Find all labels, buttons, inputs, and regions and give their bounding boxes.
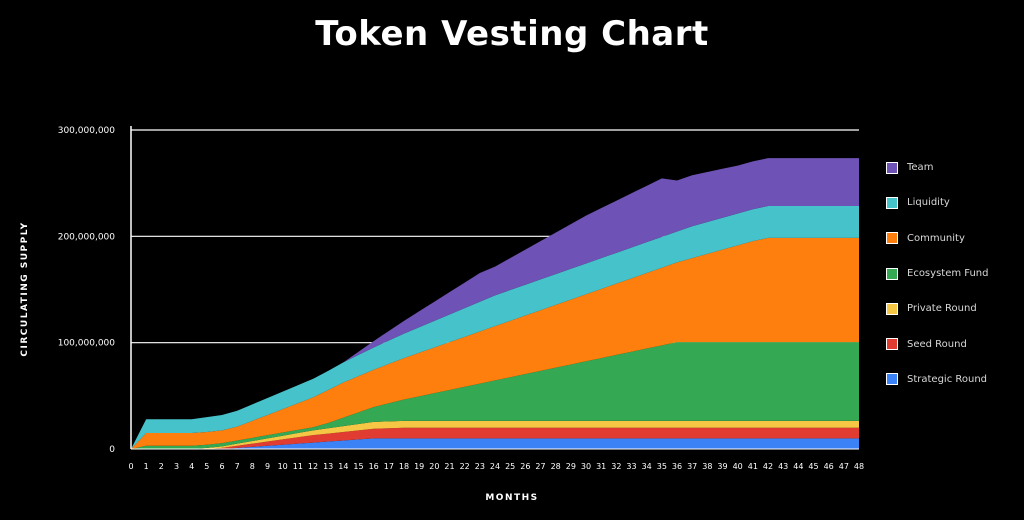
x-tick-label: 32 <box>611 462 621 471</box>
x-tick-label: 4 <box>189 462 194 471</box>
x-tick-label: 17 <box>384 462 394 471</box>
x-tick-label: 19 <box>414 462 424 471</box>
y-axis-title: CIRCULATING SUPPLY <box>20 221 30 356</box>
x-tick-label: 2 <box>159 462 164 471</box>
legend-swatch <box>886 196 898 209</box>
legend-item-private-round: Private Round <box>886 291 989 326</box>
x-tick-label: 48 <box>854 462 864 471</box>
x-tick-label: 3 <box>174 462 179 471</box>
y-tick-label: 200,000,000 <box>58 232 116 242</box>
x-tick-label: 6 <box>219 462 224 471</box>
legend-swatch <box>886 161 898 174</box>
x-axis-title: MONTHS <box>485 493 538 503</box>
x-tick-label: 26 <box>520 462 530 471</box>
x-tick-label: 18 <box>399 462 409 471</box>
x-tick-label: 11 <box>293 462 303 471</box>
legend-swatch <box>886 232 898 245</box>
x-tick-label: 9 <box>265 462 270 471</box>
legend-label: Ecosystem Fund <box>907 268 989 280</box>
x-tick-label: 25 <box>505 462 515 471</box>
legend-swatch <box>886 267 898 280</box>
x-tick-label: 40 <box>733 462 743 471</box>
stacked-areas <box>131 158 859 449</box>
x-tick-label: 34 <box>642 462 652 471</box>
x-tick-label: 42 <box>763 462 773 471</box>
x-tick-label: 8 <box>250 462 255 471</box>
x-tick-label: 7 <box>235 462 240 471</box>
x-tick-label: 46 <box>824 462 834 471</box>
legend-swatch <box>886 373 898 386</box>
y-tick-label: 300,000,000 <box>58 126 116 136</box>
area-team <box>131 158 859 449</box>
x-tick-label: 28 <box>551 462 561 471</box>
x-tick-label: 14 <box>338 462 348 471</box>
axes <box>130 126 859 450</box>
area-ecosystem-fund <box>131 342 859 449</box>
legend-item-liquidity: Liquidity <box>886 185 989 220</box>
x-tick-label: 16 <box>369 462 379 471</box>
x-tick-label: 12 <box>308 462 318 471</box>
legend-label: Community <box>907 232 965 244</box>
x-tick-label: 47 <box>839 462 849 471</box>
area-strategic-round <box>131 438 859 449</box>
x-tick-label: 13 <box>323 462 333 471</box>
y-tick-label: 100,000,000 <box>58 339 116 349</box>
x-tick-label: 20 <box>429 462 439 471</box>
area-private-round <box>131 420 859 449</box>
x-tick-label: 38 <box>702 462 712 471</box>
legend-label: Liquidity <box>907 197 950 209</box>
legend-item-team: Team <box>886 150 989 185</box>
x-tick-label: 22 <box>460 462 470 471</box>
y-tick-labels: 0 100,000,000 200,000,000 300,000,000 <box>58 126 116 455</box>
x-tick-label: 31 <box>596 462 606 471</box>
x-tick-label: 10 <box>278 462 288 471</box>
legend-label: Strategic Round <box>907 373 988 385</box>
x-tick-label: 29 <box>566 462 576 471</box>
legend-swatch <box>886 338 898 351</box>
x-tick-label: 44 <box>793 462 803 471</box>
x-tick-label: 39 <box>717 462 727 471</box>
x-tick-label: 30 <box>581 462 591 471</box>
x-tick-label: 1 <box>144 462 149 471</box>
legend-item-community: Community <box>886 221 989 256</box>
x-tick-label: 45 <box>808 462 818 471</box>
chart-title: Token Vesting Chart <box>315 14 709 54</box>
x-tick-label: 43 <box>778 462 788 471</box>
x-tick-label: 37 <box>687 462 697 471</box>
legend-label: Team <box>907 162 934 174</box>
legend-swatch <box>886 302 898 315</box>
x-tick-label: 36 <box>672 462 682 471</box>
x-tick-label: 35 <box>657 462 667 471</box>
x-tick-label: 27 <box>535 462 545 471</box>
legend-item-strategic-round: Strategic Round <box>886 362 989 397</box>
area-seed-round <box>131 427 859 449</box>
legend: Team Liquidity Community Ecosystem Fund Priv… <box>886 150 989 397</box>
x-tick-label: 15 <box>353 462 363 471</box>
legend-item-ecosystem-fund: Ecosystem Fund <box>886 256 989 291</box>
x-tick-label: 23 <box>475 462 485 471</box>
legend-label: Seed Round <box>907 338 967 350</box>
x-tick-labels: 0 1 2 3 4 5 6 7 8 9 10 11 12 13 14 15 16 17 18 19 20 21 22 23 24… <box>128 462 864 471</box>
x-tick-label: 0 <box>128 462 133 471</box>
x-tick-label: 21 <box>444 462 454 471</box>
x-tick-label: 41 <box>748 462 758 471</box>
legend-label: Private Round <box>907 303 977 315</box>
y-tick-label: 0 <box>109 445 115 455</box>
x-tick-label: 33 <box>626 462 636 471</box>
area-liquidity <box>131 206 859 449</box>
legend-item-seed-round: Seed Round <box>886 326 989 361</box>
area-community <box>131 237 859 449</box>
x-tick-label: 24 <box>490 462 500 471</box>
x-tick-label: 5 <box>204 462 209 471</box>
